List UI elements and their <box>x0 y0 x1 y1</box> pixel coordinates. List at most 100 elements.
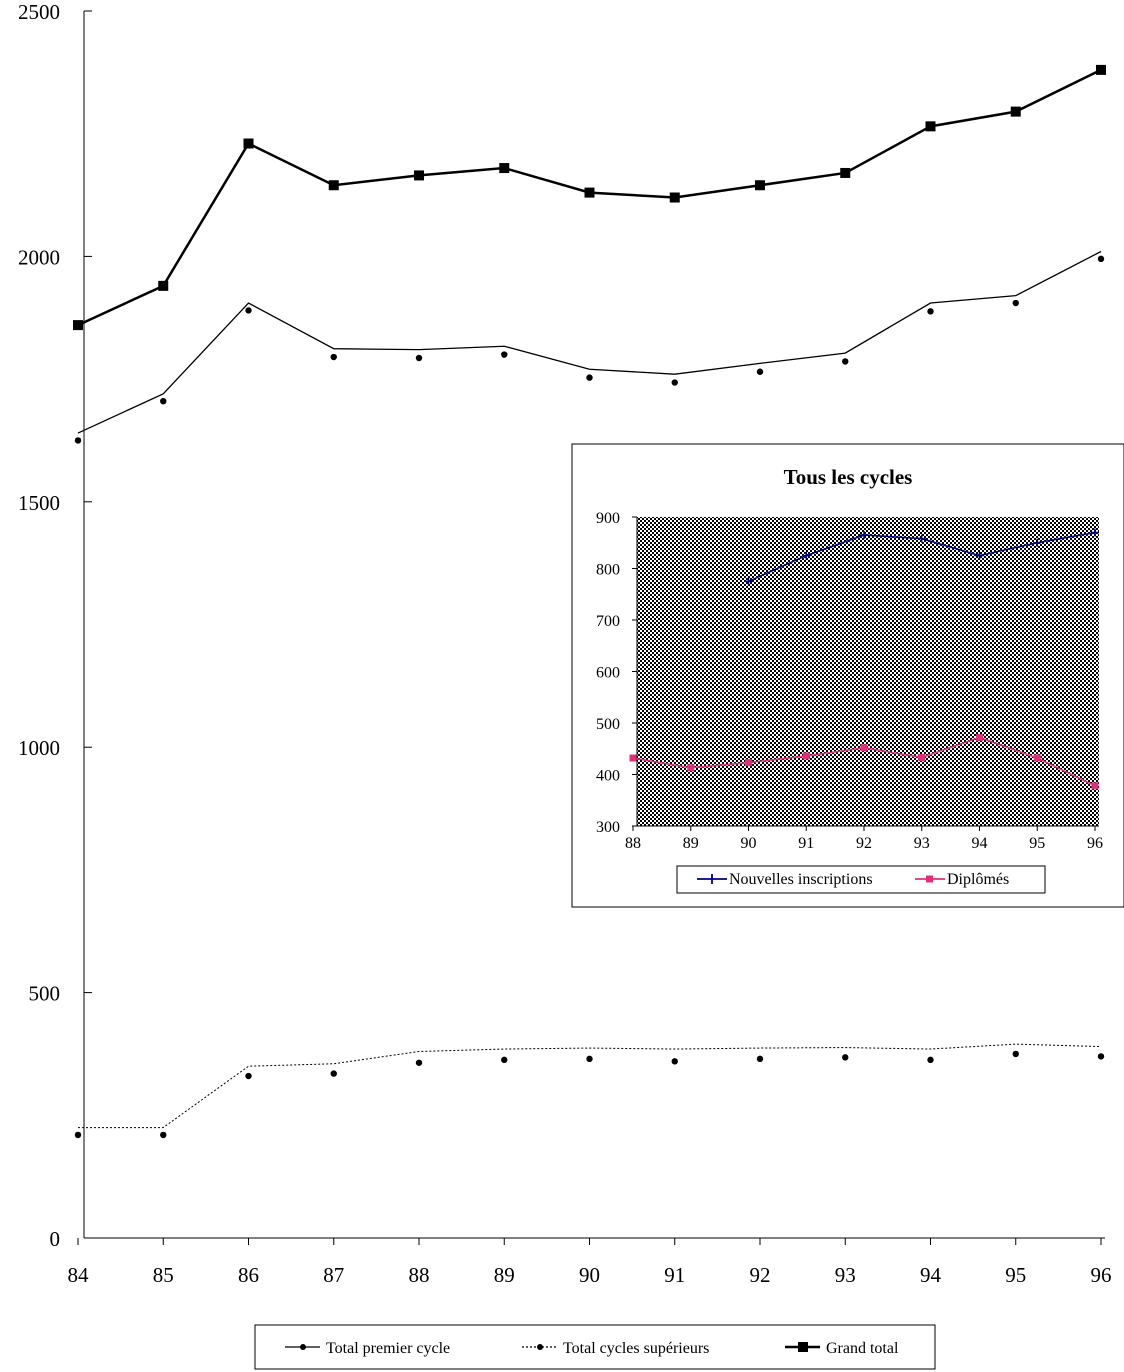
main-x-tick-label: 86 <box>238 1263 259 1287</box>
main-y-axis: 0 500 1000 1500 2000 2500 <box>18 0 92 1251</box>
data-point <box>584 187 595 198</box>
data-point <box>73 320 83 331</box>
data-point <box>1012 299 1019 307</box>
data-point <box>158 280 169 291</box>
legend-label: Total cycles supérieurs <box>563 1340 709 1357</box>
data-point <box>499 163 510 174</box>
legend-marker <box>537 1344 543 1350</box>
data-point <box>1010 106 1021 117</box>
data-point <box>927 308 934 315</box>
main-y-tick-label: 2500 <box>18 0 60 24</box>
inset-series-group <box>629 528 1099 790</box>
inset-data-point <box>975 551 984 560</box>
data-point <box>414 170 424 181</box>
inset-legend-item-diplomes: Diplômés <box>915 871 1009 888</box>
main-y-tick-label: 1000 <box>18 736 60 760</box>
inset-data-point <box>917 534 926 543</box>
legend-label: Grand total <box>826 1340 899 1357</box>
inset-data-point <box>976 733 983 741</box>
inset-y-tick-label: 500 <box>596 716 620 733</box>
data-point <box>501 351 508 358</box>
series-total-premier-cycle <box>74 250 1105 444</box>
inset-data-point <box>860 531 868 540</box>
inset-series-nouvelles-inscriptions <box>744 528 1099 586</box>
main-legend-box <box>254 1324 936 1370</box>
data-point <box>671 1058 678 1065</box>
data-point <box>245 307 252 314</box>
inset-plot-area <box>637 517 1099 826</box>
inset-data-point <box>1033 538 1042 547</box>
inset-data-point <box>802 752 810 760</box>
data-point <box>756 1055 764 1063</box>
data-point <box>756 368 764 375</box>
main-x-tick-label: 94 <box>920 1263 942 1287</box>
inset-legend-item-nouvelles-inscriptions: Nouvelles inscriptions <box>697 871 873 888</box>
inset-data-point <box>860 744 868 752</box>
inset-y-tick-label: 800 <box>596 562 620 579</box>
inset-x-axis: 88 89 90 91 92 93 94 95 96 <box>625 826 1103 852</box>
main-x-axis: 84 85 86 87 88 89 90 91 92 93 94 95 96 <box>68 1238 1112 1287</box>
data-point <box>1097 1053 1105 1060</box>
inset-x-tick-label: 93 <box>914 835 930 852</box>
inset-x-tick-label: 95 <box>1029 835 1045 852</box>
data-point <box>245 1072 252 1080</box>
main-y-tick-label: 1500 <box>18 491 60 515</box>
inset-x-tick-label: 91 <box>798 835 814 852</box>
data-point <box>330 1070 337 1077</box>
main-x-tick-label: 85 <box>153 1263 174 1287</box>
main-x-tick-label: 95 <box>1005 1263 1026 1287</box>
main-y-tick-label: 500 <box>29 982 61 1006</box>
series-grand-total <box>73 64 1106 331</box>
data-point <box>586 1055 593 1063</box>
inset-y-axis: 300 400 500 600 700 800 900 <box>596 510 637 836</box>
main-x-tick-label: 93 <box>835 1263 856 1287</box>
main-x-tick-label: 91 <box>664 1263 685 1287</box>
inset-x-tick-label: 94 <box>972 835 988 852</box>
data-point <box>842 358 849 365</box>
inset-data-point <box>1033 754 1041 762</box>
inset-data-point <box>745 759 752 767</box>
data-point <box>74 437 82 444</box>
main-x-tick-label: 90 <box>579 1263 600 1287</box>
inset-chart: Tous les cycles 300 400 500 600 700 800 900 88… <box>571 443 1124 908</box>
inset-title: Tous les cycles <box>784 465 913 489</box>
inset-data-point <box>918 754 926 762</box>
main-x-tick-label: 92 <box>750 1263 771 1287</box>
inset-legend-label: Diplômés <box>947 871 1009 888</box>
inset-legend: Nouvelles inscriptions Diplômés <box>697 871 1009 888</box>
main-x-tick-label: 96 <box>1091 1263 1112 1287</box>
data-point <box>927 1056 934 1064</box>
main-x-tick-label: 87 <box>323 1263 344 1287</box>
legend-marker <box>798 1342 808 1352</box>
data-point <box>160 1131 167 1139</box>
legend-marker <box>300 1344 306 1350</box>
main-axes <box>83 11 1105 1239</box>
inset-y-tick-label: 900 <box>596 510 620 527</box>
data-point <box>74 1131 82 1139</box>
legend-item-total-premier-cycle: Total premier cycle <box>285 1340 450 1357</box>
legend-item-total-cycles-superieurs: Total cycles supérieurs <box>522 1340 709 1357</box>
data-point <box>842 1054 849 1061</box>
inset-y-tick-label: 700 <box>596 613 620 630</box>
data-point <box>925 121 936 132</box>
inset-legend-box <box>676 865 1046 894</box>
data-point <box>328 180 339 191</box>
inset-y-tick-label: 400 <box>596 768 620 785</box>
main-legend: Total premier cycle Total cycles supérieu… <box>254 1324 936 1370</box>
main-x-tick-label: 89 <box>494 1263 515 1287</box>
data-point <box>586 374 593 381</box>
data-point <box>1012 1050 1019 1058</box>
inset-legend-label: Nouvelles inscriptions <box>729 871 873 888</box>
inset-data-point <box>629 754 637 762</box>
inset-x-tick-label: 88 <box>625 835 641 852</box>
series-total-cycles-superieurs <box>74 1043 1105 1139</box>
inset-x-tick-label: 92 <box>856 835 872 852</box>
data-point <box>415 354 423 362</box>
data-point <box>840 167 851 178</box>
legend-label: Total premier cycle <box>326 1340 450 1357</box>
data-point <box>755 180 765 191</box>
inset-y-tick-label: 600 <box>596 665 620 682</box>
main-y-tick-label: 2000 <box>18 245 60 269</box>
data-point <box>415 1059 423 1066</box>
